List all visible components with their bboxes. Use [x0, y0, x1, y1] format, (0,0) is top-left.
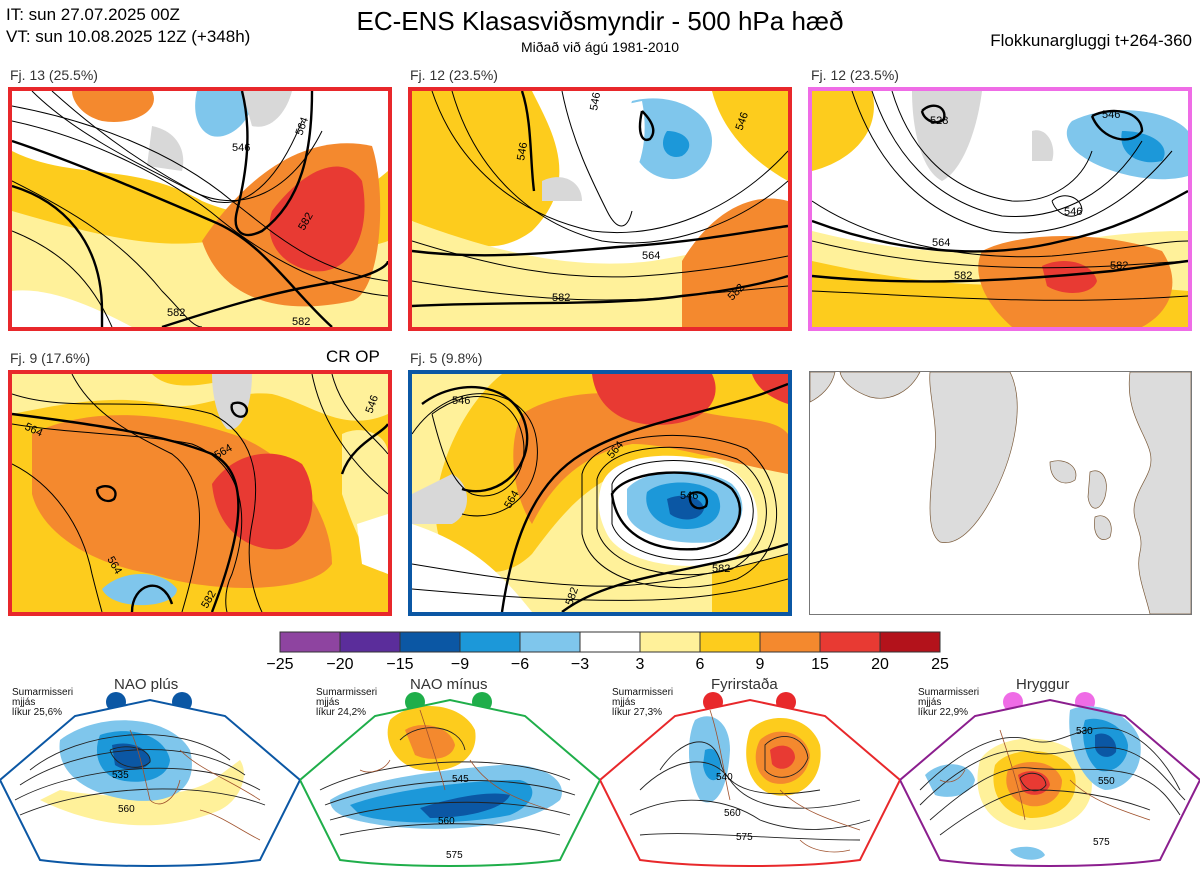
contour-label: 546	[232, 142, 250, 154]
colorbar-tick-label: −3	[570, 656, 590, 673]
regime-1-note: Sumarmisseri mjjás líkur 25,6%	[12, 687, 74, 718]
contour-label: 546	[734, 111, 752, 132]
regime-4-name: Hryggur	[1016, 676, 1070, 693]
colorbar-tick-label: 15	[811, 656, 829, 673]
init-time: IT: sun 27.07.2025 00Z	[6, 5, 180, 24]
contour-label: 560	[438, 816, 455, 827]
contour-label: 582	[712, 563, 730, 575]
regime-3-name: Fyrirstaða	[711, 676, 778, 693]
cluster-map-1: 582 546 564 582 582	[8, 87, 392, 331]
colorbar-cell	[699, 631, 761, 653]
colorbar-tick-label: 9	[755, 656, 765, 673]
header-info: IT: sun 27.07.2025 00Z VT: sun 10.08.202…	[6, 4, 250, 48]
cluster-map-3-graphic: 528 546 546 564 582 582	[812, 91, 1188, 327]
panel-4-tag: CR OP	[326, 347, 380, 366]
contour-label: 582	[954, 270, 972, 282]
colorbar-tick-label: 6	[695, 656, 705, 673]
colorbar-cell	[879, 631, 941, 653]
page-title: EC-ENS Klasasviðsmyndir - 500 hPa hæð	[356, 6, 844, 36]
contour-label: 530	[1076, 726, 1093, 737]
contour-label: 546	[452, 395, 470, 407]
panel-5-label: Fj. 5 (9.8%)	[410, 350, 483, 366]
contour-label: 564	[294, 116, 312, 137]
cluster-map-5-graphic: 546 564 564 546 582 582	[412, 374, 788, 612]
contour-label: 546	[680, 490, 698, 502]
colorbar-cell	[639, 631, 701, 653]
cluster-map-4-graphic: 564 564 564 582 546	[12, 374, 388, 612]
contour-label: 546	[588, 91, 603, 111]
colorbar-tick-label: 20	[871, 656, 889, 673]
contour-label: 560	[118, 804, 135, 815]
colorbar-cell	[819, 631, 881, 653]
contour-label: 535	[112, 770, 129, 781]
regime-2-note: Sumarmisseri mjjás líkur 24,2%	[316, 687, 378, 718]
regime-map-nao-plus: 535 560	[0, 698, 300, 867]
colorbar-tick-label: −15	[386, 656, 414, 673]
contour-label: 582	[564, 586, 582, 607]
cluster-map-5: 546 564 564 546 582 582	[408, 370, 792, 616]
regime-4-note: Sumarmisseri mjjás líkur 22,9%	[918, 687, 980, 718]
colorbar-cell	[459, 631, 521, 653]
contour-label: 582	[1110, 260, 1128, 272]
contour-label: 546	[1102, 109, 1120, 121]
regime-2-name: NAO mínus	[410, 676, 488, 693]
contour-label: 582	[292, 316, 310, 327]
contour-label: 546	[1064, 206, 1082, 218]
colorbar	[279, 631, 941, 653]
colorbar-tick-label: −20	[326, 656, 354, 673]
cluster-map-4: 564 564 564 582 546	[8, 370, 392, 616]
panel-2-label: Fj. 12 (23.5%)	[410, 67, 498, 83]
colorbar-cell	[399, 631, 461, 653]
contour-label: 540	[716, 772, 733, 783]
regime-3-note: Sumarmisseri mjjás líkur 27,3%	[612, 687, 674, 718]
colorbar-cell	[339, 631, 401, 653]
contour-label: 575	[736, 832, 753, 843]
regime-map-ridge: 530 550 575	[900, 698, 1200, 867]
contour-label: 545	[452, 774, 469, 785]
colorbar-tick-label: 25	[931, 656, 949, 673]
colorbar-tick-label: −9	[450, 656, 470, 673]
panel-1-label: Fj. 13 (25.5%)	[10, 67, 98, 83]
contour-label: 546	[364, 394, 382, 415]
classification-window: Flokkunargluggi t+264-360	[990, 31, 1192, 50]
regime-1-name: NAO plús	[114, 676, 179, 693]
valid-time: VT: sun 10.08.2025 12Z (+348h)	[6, 27, 251, 46]
panel-4-label: Fj. 9 (17.6%)	[10, 350, 91, 366]
contour-label: 546	[515, 141, 530, 161]
contour-label: 582	[552, 292, 570, 304]
contour-label: 575	[1093, 837, 1110, 848]
colorbar-cell	[279, 631, 341, 653]
cluster-map-3: 528 546 546 564 582 582	[808, 87, 1192, 331]
regime-map-blocking: 540 560 575	[600, 698, 900, 867]
page-subtitle: Miðað við ágú 1981-2010	[520, 39, 679, 55]
colorbar-cell	[579, 631, 641, 653]
contour-label: 528	[930, 115, 948, 127]
colorbar-tick-label: −25	[266, 656, 294, 673]
colorbar-cell	[759, 631, 821, 653]
contour-label: 582	[167, 307, 185, 319]
regime-map-nao-minus: 545 560 575	[300, 698, 600, 867]
basemap-panel	[809, 371, 1192, 615]
cluster-map-2-graphic: 564 582 582 546 546 546	[412, 91, 788, 327]
colorbar-cell	[519, 631, 581, 653]
contour-label: 550	[1098, 776, 1115, 787]
contour-label: 564	[642, 250, 660, 262]
colorbar-tick-label: 3	[635, 656, 645, 673]
contour-label: 564	[932, 237, 950, 249]
contour-label: 575	[446, 850, 463, 861]
colorbar-tick-label: −6	[510, 656, 530, 673]
cluster-map-1-graphic: 582 546 564 582 582	[12, 91, 388, 327]
cluster-map-2: 564 582 582 546 546 546	[408, 87, 792, 331]
contour-label: 560	[724, 808, 741, 819]
panel-3-label: Fj. 12 (23.5%)	[811, 67, 899, 83]
basemap-graphic	[810, 372, 1191, 614]
